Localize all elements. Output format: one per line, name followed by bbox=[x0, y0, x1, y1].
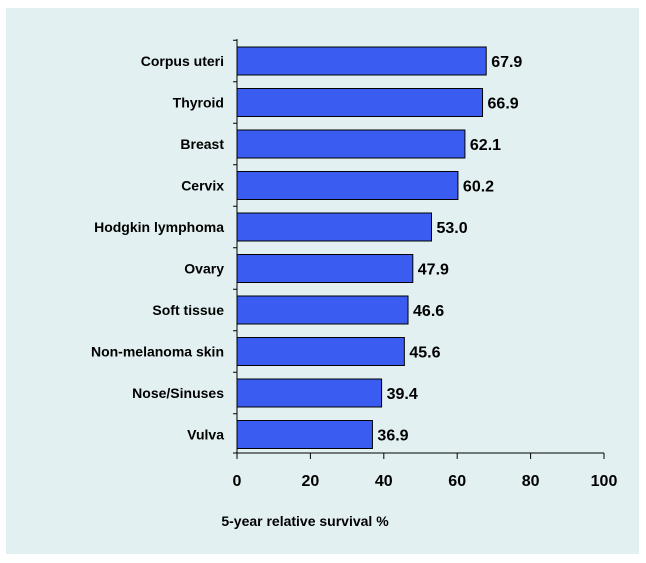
category-label-thyroid: Thyroid bbox=[173, 95, 224, 111]
bar-chart: Corpus uteri Thyroid Breast Cervix Hodgkin l… bbox=[91, 39, 618, 529]
bar-vulva bbox=[236, 420, 373, 449]
bar-hodgkin-lymphoma bbox=[236, 212, 433, 242]
bar-soft-tissue bbox=[236, 295, 409, 325]
bar-nose-sinuses bbox=[236, 378, 383, 408]
bar-corpus-uteri bbox=[236, 46, 487, 76]
bar-cervix bbox=[236, 171, 459, 200]
value-label-cervix: 60.2 bbox=[463, 179, 494, 196]
category-label-soft-tissue: Soft tissue bbox=[152, 302, 224, 318]
x-tick-label-60: 60 bbox=[448, 473, 466, 490]
category-label-breast: Breast bbox=[180, 136, 224, 152]
value-label-soft-tissue: 46.6 bbox=[413, 303, 444, 320]
x-tick-label-100: 100 bbox=[591, 473, 618, 490]
bars-group bbox=[236, 46, 487, 449]
chart-panel: Corpus uteri Thyroid Breast Cervix Hodgkin l… bbox=[6, 8, 639, 554]
bar-non-melanoma-skin bbox=[236, 337, 405, 366]
value-label-breast: 62.1 bbox=[470, 137, 501, 154]
bar-breast bbox=[236, 129, 466, 159]
x-axis-title: 5-year relative survival % bbox=[221, 513, 389, 529]
value-labels-group: 67.9 66.9 62.1 60.2 53.0 47.9 46.6 45.6 39.4 36.9 bbox=[377, 54, 522, 445]
bar-thyroid bbox=[236, 88, 484, 117]
category-label-nose-sinuses: Nose/Sinuses bbox=[132, 385, 224, 401]
category-label-ovary: Ovary bbox=[184, 261, 224, 277]
x-tick-label-0: 0 bbox=[233, 473, 242, 490]
value-label-hodgkin-lymphoma: 53.0 bbox=[437, 220, 468, 237]
value-label-corpus-uteri: 67.9 bbox=[491, 54, 522, 71]
x-axis: 0 20 40 60 80 100 bbox=[233, 39, 618, 490]
value-label-vulva: 36.9 bbox=[377, 428, 408, 445]
category-label-cervix: Cervix bbox=[181, 178, 224, 194]
value-label-thyroid: 66.9 bbox=[488, 96, 519, 113]
category-label-non-melanoma-skin: Non-melanoma skin bbox=[91, 344, 224, 360]
category-label-corpus-uteri: Corpus uteri bbox=[141, 53, 224, 69]
x-tick-label-20: 20 bbox=[302, 473, 320, 490]
category-label-hodgkin-lymphoma: Hodgkin lymphoma bbox=[94, 219, 224, 235]
x-tick-label-40: 40 bbox=[375, 473, 393, 490]
value-label-ovary: 47.9 bbox=[418, 262, 449, 279]
value-label-nose-sinuses: 39.4 bbox=[387, 386, 418, 403]
value-label-non-melanoma-skin: 45.6 bbox=[409, 345, 440, 362]
category-label-vulva: Vulva bbox=[187, 427, 224, 443]
category-labels-group: Corpus uteri Thyroid Breast Cervix Hodgkin l… bbox=[91, 53, 224, 443]
x-tick-label-80: 80 bbox=[522, 473, 540, 490]
bar-ovary bbox=[236, 254, 414, 283]
